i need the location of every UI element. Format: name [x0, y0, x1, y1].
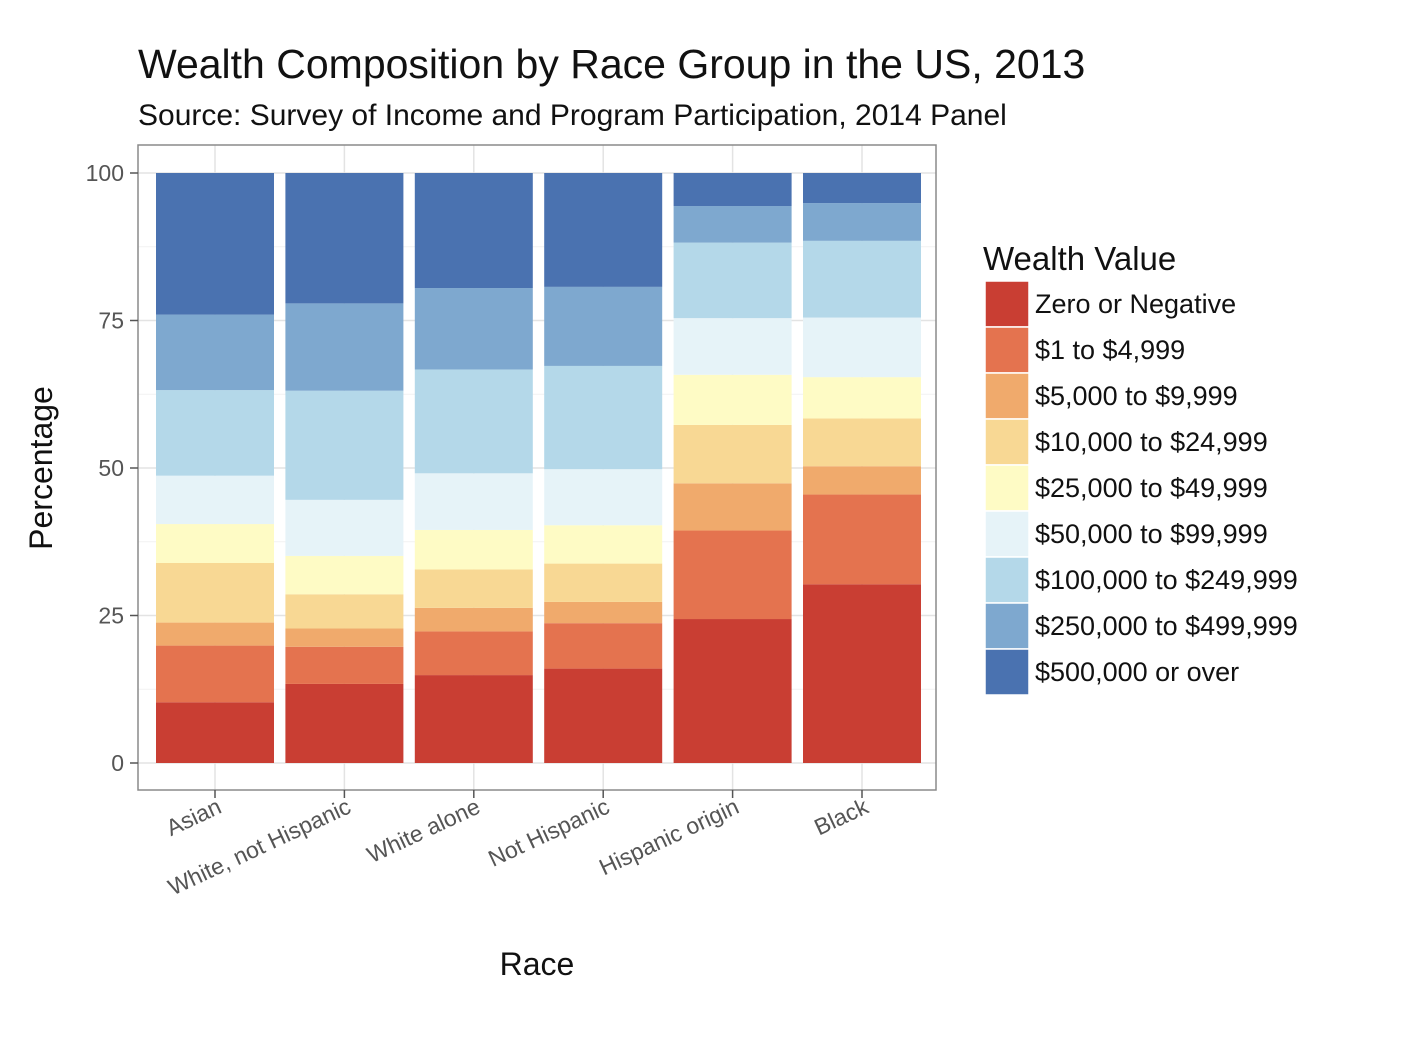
legend-label: $250,000 to $499,999 — [1035, 611, 1298, 641]
x-tick-label: Black — [810, 793, 872, 841]
bar-white-not-hispanic-100-000-to-249-999 — [285, 390, 404, 500]
legend-key-25-000-to-49-999 — [984, 464, 1030, 512]
bar-white-alone-100-000-to-249-999 — [414, 369, 533, 474]
x-tick-label: White alone — [363, 793, 484, 868]
y-tick-label: 0 — [111, 750, 124, 776]
bar-black-10-000-to-24-999 — [803, 418, 921, 467]
legend-label: $50,000 to $99,999 — [1035, 519, 1268, 549]
bars — [156, 173, 921, 763]
legend-key-10-000-to-24-999 — [984, 418, 1030, 466]
chart-subtitle: Source: Survey of Income and Program Par… — [138, 99, 1007, 132]
y-tick-label: 25 — [98, 603, 124, 629]
bar-asian-500-000-or-over — [156, 173, 274, 315]
bar-not-hispanic-zero-or-negative — [544, 668, 663, 763]
x-axis-title: Race — [500, 946, 575, 982]
bar-not-hispanic-25-000-to-49-999 — [544, 525, 663, 564]
bar-white-not-hispanic-25-000-to-49-999 — [285, 555, 404, 595]
chart-title: Wealth Composition by Race Group in the … — [138, 41, 1085, 87]
legend-label: $100,000 to $249,999 — [1035, 565, 1298, 595]
bar-white-not-hispanic-10-000-to-24-999 — [285, 594, 404, 629]
bar-not-hispanic-5-000-to-9-999 — [544, 601, 663, 624]
bar-black-500-000-or-over — [803, 173, 921, 204]
bar-white-not-hispanic-500-000-or-over — [285, 173, 404, 304]
bar-hispanic-origin-100-000-to-249-999 — [673, 242, 792, 319]
bar-hispanic-origin-1-to-4-999 — [673, 530, 792, 620]
bar-asian-50-000-to-99-999 — [156, 475, 274, 525]
bar-hispanic-origin-50-000-to-99-999 — [673, 318, 792, 375]
bar-not-hispanic-1-to-4-999 — [544, 623, 663, 669]
bar-white-alone-25-000-to-49-999 — [414, 529, 533, 570]
legend-key-zero-or-negative — [984, 280, 1030, 328]
bar-white-not-hispanic-zero-or-negative — [285, 683, 404, 763]
legend-label: $25,000 to $49,999 — [1035, 473, 1268, 503]
legend-key-500-000-or-over — [984, 648, 1030, 696]
legend-label: $1 to $4,999 — [1035, 335, 1185, 365]
bar-white-alone-zero-or-negative — [414, 675, 533, 763]
bar-black-50-000-to-99-999 — [803, 317, 921, 378]
legend-label: $500,000 or over — [1035, 657, 1239, 687]
bar-white-alone-10-000-to-24-999 — [414, 569, 533, 608]
x-tick-label: Hispanic origin — [595, 793, 743, 880]
bar-white-not-hispanic-1-to-4-999 — [285, 646, 404, 684]
legend-key-1-to-4-999 — [984, 326, 1030, 374]
bar-hispanic-origin-5-000-to-9-999 — [673, 483, 792, 531]
bar-black-25-000-to-49-999 — [803, 377, 921, 419]
legend-label: Zero or Negative — [1035, 289, 1236, 319]
legend-title: Wealth Value — [983, 240, 1176, 277]
bar-black-zero-or-negative — [803, 584, 921, 763]
legend-key-250-000-to-499-999 — [984, 602, 1030, 650]
y-tick-label: 100 — [86, 160, 124, 186]
bar-asian-zero-or-negative — [156, 702, 274, 763]
bar-hispanic-origin-500-000-or-over — [673, 173, 792, 207]
y-tick-label: 75 — [98, 308, 124, 334]
x-tick-label: Not Hispanic — [484, 793, 613, 872]
bar-hispanic-origin-250-000-to-499-999 — [673, 206, 792, 243]
bar-white-not-hispanic-250-000-to-499-999 — [285, 303, 404, 391]
bar-white-alone-50-000-to-99-999 — [414, 473, 533, 530]
bar-black-250-000-to-499-999 — [803, 203, 921, 241]
bar-white-alone-250-000-to-499-999 — [414, 288, 533, 370]
bar-not-hispanic-250-000-to-499-999 — [544, 286, 663, 366]
legend-key-5-000-to-9-999 — [984, 372, 1030, 420]
bar-white-alone-500-000-or-over — [414, 173, 533, 289]
legend-label: $10,000 to $24,999 — [1035, 427, 1268, 457]
legend-key-100-000-to-249-999 — [984, 556, 1030, 604]
bar-white-not-hispanic-5-000-to-9-999 — [285, 628, 404, 647]
bar-black-1-to-4-999 — [803, 494, 921, 585]
bar-asian-250-000-to-499-999 — [156, 314, 274, 391]
bar-asian-100-000-to-249-999 — [156, 390, 274, 476]
bar-not-hispanic-100-000-to-249-999 — [544, 365, 663, 470]
y-tick-label: 50 — [98, 455, 124, 481]
bar-asian-25-000-to-49-999 — [156, 524, 274, 563]
legend-label: $5,000 to $9,999 — [1035, 381, 1238, 411]
bar-hispanic-origin-25-000-to-49-999 — [673, 374, 792, 425]
bar-not-hispanic-50-000-to-99-999 — [544, 469, 663, 526]
y-axis-title: Percentage — [23, 386, 59, 550]
bar-white-not-hispanic-50-000-to-99-999 — [285, 499, 404, 556]
bar-asian-10-000-to-24-999 — [156, 562, 274, 623]
bar-hispanic-origin-zero-or-negative — [673, 619, 792, 763]
bar-black-100-000-to-249-999 — [803, 240, 921, 318]
bar-hispanic-origin-10-000-to-24-999 — [673, 424, 792, 484]
legend-key-50-000-to-99-999 — [984, 510, 1030, 558]
bar-asian-1-to-4-999 — [156, 645, 274, 703]
legend: Wealth Value Zero or Negative $1 to $4,99… — [983, 240, 1298, 696]
bar-asian-5-000-to-9-999 — [156, 622, 274, 646]
x-tick-label: Asian — [162, 793, 225, 841]
bar-white-alone-5-000-to-9-999 — [414, 607, 533, 632]
bar-black-5-000-to-9-999 — [803, 466, 921, 495]
bar-white-alone-1-to-4-999 — [414, 631, 533, 676]
bar-not-hispanic-500-000-or-over — [544, 173, 663, 287]
bar-not-hispanic-10-000-to-24-999 — [544, 563, 663, 602]
